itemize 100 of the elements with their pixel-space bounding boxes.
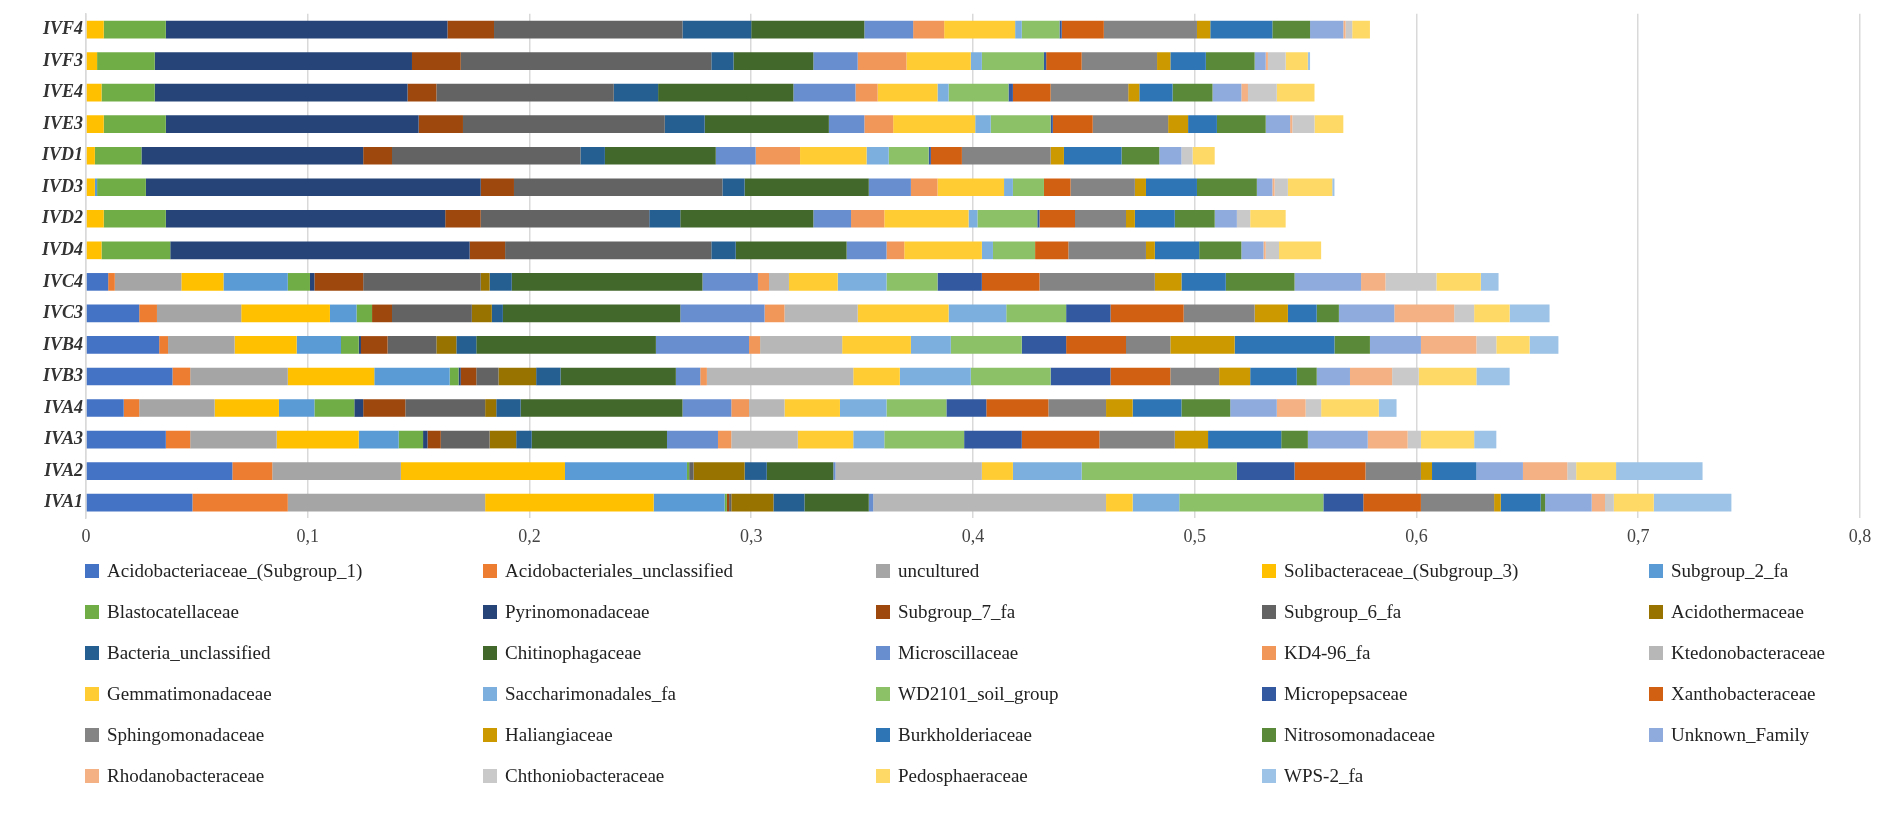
bar [1236,209,1251,228]
bar [1075,209,1127,228]
bar [1480,273,1499,291]
bar [309,273,315,291]
bar [937,273,982,291]
bar [447,20,495,39]
bar [405,399,486,417]
bar [788,273,838,291]
bar [469,241,506,260]
bar [1174,430,1209,449]
y-tick-label: IVC3 [41,302,83,323]
bar [1170,52,1206,70]
bar [314,273,364,291]
bar [94,178,98,197]
bar [1050,83,1129,102]
legend-label: WPS-2_fa [1284,765,1364,787]
bar [86,178,95,197]
bar [604,146,716,165]
bar [114,273,182,291]
bar [828,115,865,134]
bar [418,115,463,134]
legend-label: Nitrosomonadaceae [1284,724,1435,746]
bar [1128,83,1140,102]
bar [94,146,142,165]
bar [1205,52,1255,70]
bar [1168,115,1189,134]
bar [693,462,745,480]
legend-label: Subgroup_6_fa [1284,601,1402,623]
bar [1012,178,1044,197]
x-tick-label: 0,5 [1183,525,1206,546]
bar [1181,146,1193,165]
bar [689,462,694,480]
bar [749,336,761,354]
bar [1432,462,1477,480]
bar [904,241,982,260]
bar [1110,367,1171,386]
bar [363,399,406,417]
bar [961,146,1051,165]
bar [1285,52,1308,70]
bar [886,273,938,291]
bar [653,493,725,512]
bar [1199,241,1242,260]
bar [363,146,393,165]
bar [1576,462,1617,480]
bar [873,493,1107,512]
bar [1338,304,1395,323]
bar [156,304,242,323]
bar [975,115,991,134]
bar [485,493,654,512]
bar [170,241,470,260]
bar [1066,304,1111,323]
bar [1046,52,1082,70]
bar [1265,241,1280,260]
bar [793,83,856,102]
bar [715,146,756,165]
legend-label: Acidobacteriales_unclassified [505,560,733,582]
bar [950,336,1022,354]
bar [813,52,858,70]
bar [1334,336,1370,354]
bar [287,273,310,291]
bar [449,367,459,386]
x-tick-label: 0,7 [1627,525,1650,546]
bar [1310,20,1344,39]
bar [1134,209,1175,228]
bar [232,462,273,480]
bar [888,146,929,165]
legend-label: WD2101_soil_group [898,683,1059,705]
bar [234,336,297,354]
bar [1008,83,1013,102]
bar [986,399,1049,417]
y-tick-label: IVB3 [41,365,83,386]
bar [1068,241,1146,260]
bar [86,336,160,354]
bar [899,367,971,386]
bar [1110,304,1184,323]
bar [1081,52,1158,70]
bar [372,304,393,323]
bar [877,83,938,102]
bar [374,367,450,386]
bar [649,209,681,228]
bar [1170,336,1235,354]
bar [970,52,982,70]
legend-label: uncultured [898,560,980,582]
bar [839,399,887,417]
bar [159,336,169,354]
bar [1247,83,1277,102]
bar [241,304,330,323]
bar [1132,399,1182,417]
bar [86,52,98,70]
bar [1314,115,1344,134]
bar [1420,336,1477,354]
bar [86,367,173,386]
bar [471,304,492,323]
bar [853,430,885,449]
bar [287,493,486,512]
bar [773,493,805,512]
y-tick-label: IVD1 [40,144,83,165]
bar [456,336,477,354]
bar [392,146,581,165]
bar [491,304,503,323]
